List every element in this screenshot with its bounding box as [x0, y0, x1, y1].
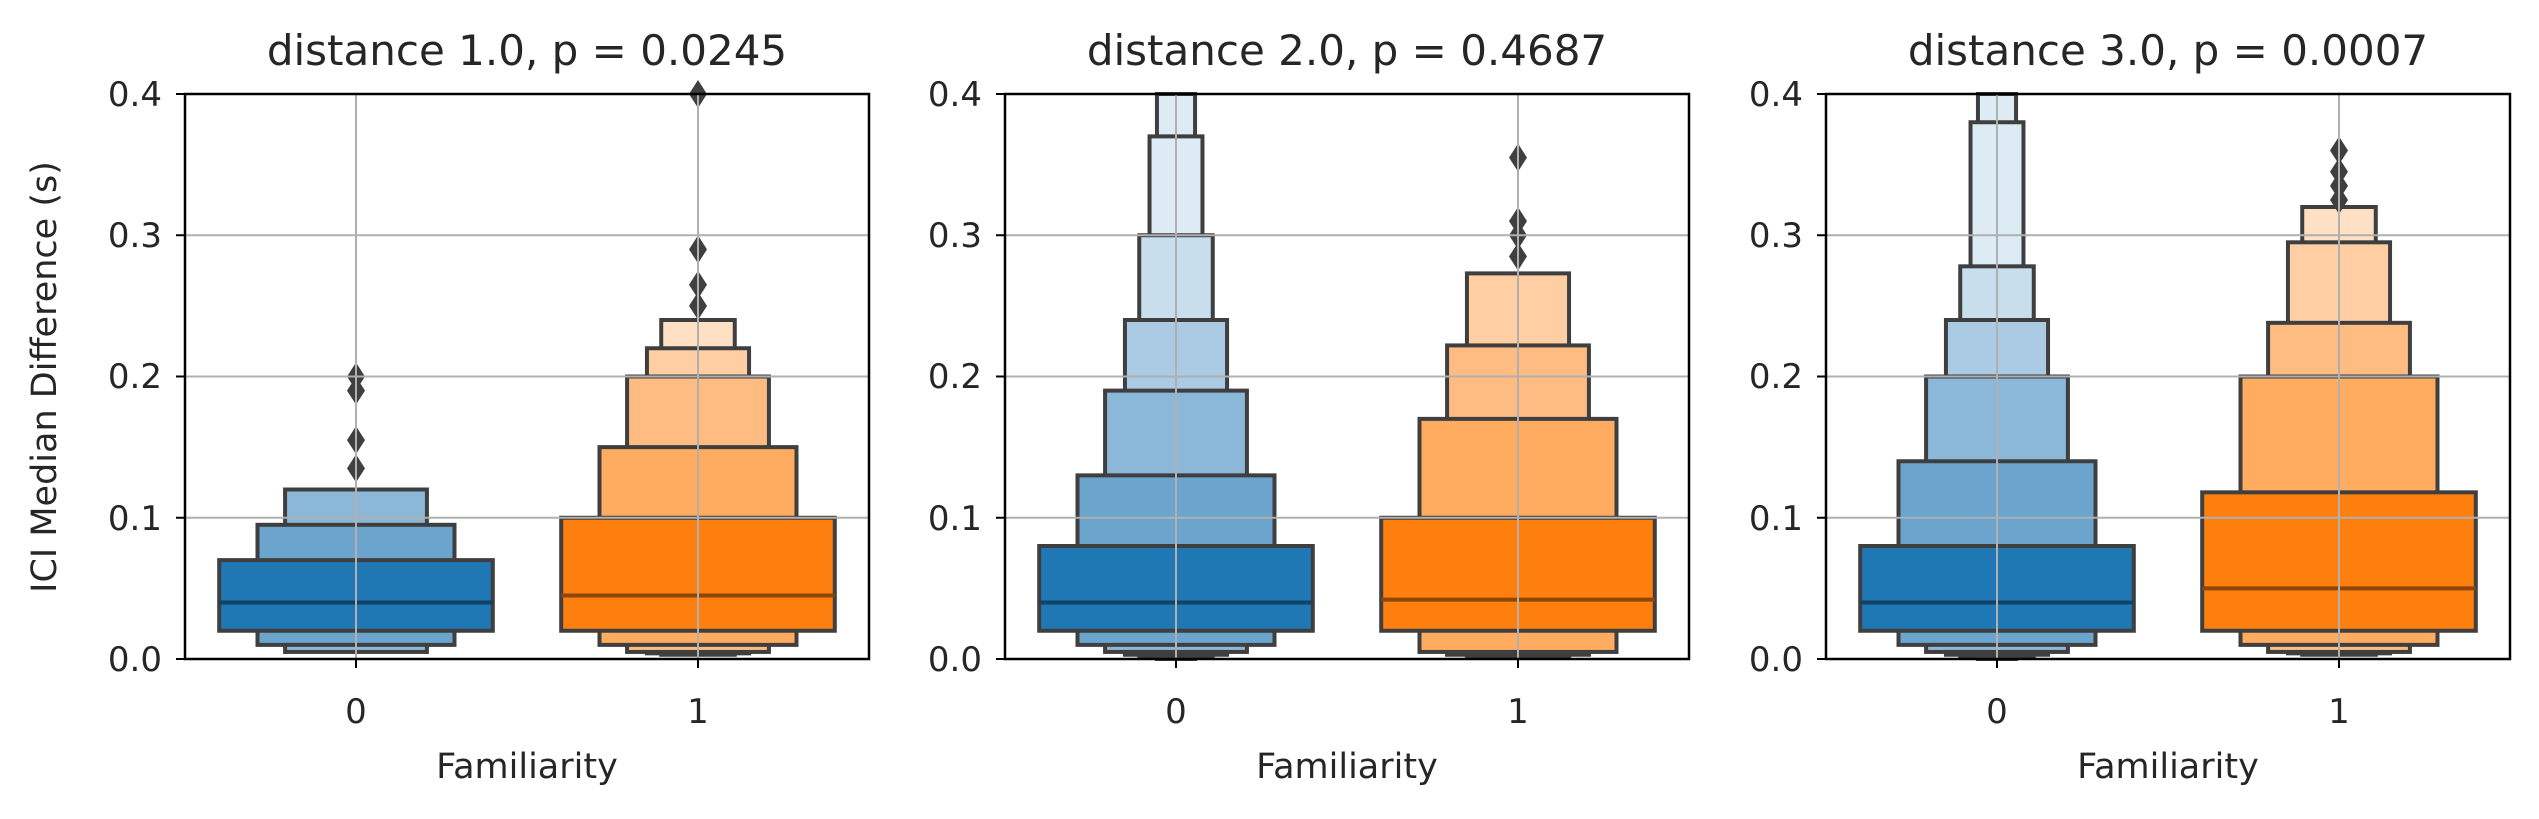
y-tick-label: 0.0 — [928, 640, 982, 680]
y-tick-label: 0.4 — [928, 75, 982, 115]
y-tick-label: 0.3 — [928, 216, 982, 256]
y-tick-label: 0.2 — [108, 357, 162, 397]
subplot-2: distance 2.0, p = 0.4687 Familiarity 0 1… — [928, 26, 1607, 787]
y-tick-label: 0.1 — [928, 499, 982, 539]
y-axis-label: ICI Median Difference (s) — [25, 161, 65, 593]
y-tick-label: 0.2 — [1749, 357, 1803, 397]
y-tick-label: 0.3 — [108, 216, 162, 256]
y-tick-label: 0.4 — [1749, 75, 1803, 115]
subplot-1: distance 1.0, p = 0.0245 Familiarity 0 1… — [108, 26, 787, 787]
plot-area — [996, 92, 1691, 668]
x-tick-label: 0 — [1986, 692, 2008, 732]
subplot-3: distance 3.0, p = 0.0007 Familiarity 0 1… — [1749, 26, 2428, 787]
y-tick-label: 0.4 — [108, 75, 162, 115]
axes-frame — [1824, 92, 2512, 661]
axes-frame — [1003, 92, 1691, 661]
axes-frame — [183, 92, 871, 661]
x-tick-label: 0 — [345, 692, 367, 732]
subplot-title: distance 1.0, p = 0.0245 — [267, 26, 787, 75]
plot-area — [1817, 92, 2512, 668]
x-axis-label: Familiarity — [2077, 747, 2259, 787]
y-tick-label: 0.0 — [108, 640, 162, 680]
y-tick-label: 0.2 — [928, 357, 982, 397]
x-tick-label: 1 — [1507, 692, 1529, 732]
x-tick-label: 1 — [687, 692, 709, 732]
plot-area — [176, 80, 871, 668]
x-tick-label: 0 — [1165, 692, 1187, 732]
plot-layer — [176, 80, 2512, 668]
subplot-title: distance 3.0, p = 0.0007 — [1908, 26, 2428, 75]
y-tick-label: 0.3 — [1749, 216, 1803, 256]
y-tick-label: 0.1 — [108, 499, 162, 539]
x-tick-label: 1 — [2328, 692, 2350, 732]
y-tick-label: 0.0 — [1749, 640, 1803, 680]
x-axis-label: Familiarity — [1256, 747, 1438, 787]
x-axis-label: Familiarity — [436, 747, 618, 787]
subplot-title: distance 2.0, p = 0.4687 — [1087, 26, 1607, 75]
y-tick-label: 0.1 — [1749, 499, 1803, 539]
